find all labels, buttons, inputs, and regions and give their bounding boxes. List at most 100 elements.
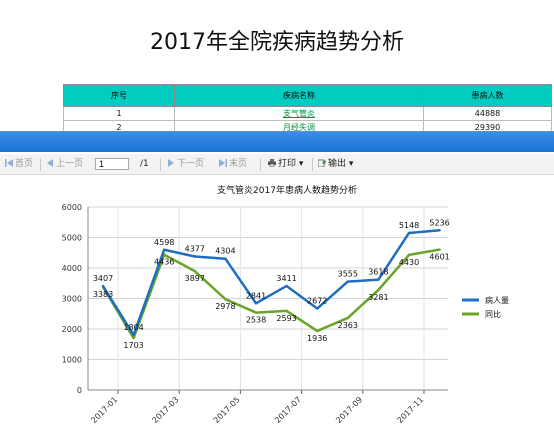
first-page-label: 首页 <box>15 159 34 169</box>
data-label: 3411 <box>276 274 296 283</box>
data-label: 2841 <box>246 291 266 300</box>
data-label: 5148 <box>399 221 419 230</box>
data-point <box>377 278 380 281</box>
data-point <box>285 284 288 288</box>
data-point <box>316 329 319 333</box>
data-point <box>316 307 319 310</box>
popup-titlebar[interactable] <box>0 132 554 152</box>
prev-page-button[interactable]: 上一页 <box>46 158 83 170</box>
total-pages-text: /1 <box>140 159 149 169</box>
printer-icon <box>268 159 276 167</box>
column-header-count: 患病人数 <box>423 84 552 107</box>
data-label: 1804 <box>123 323 143 332</box>
data-point <box>254 311 258 314</box>
y-tick-label: 5000 <box>62 234 82 243</box>
disease-link[interactable]: 支气管炎 <box>174 106 424 121</box>
last-page-button[interactable]: 末页 <box>219 158 247 170</box>
y-tick-label: 1000 <box>62 356 82 365</box>
data-label: 5236 <box>429 218 449 227</box>
data-label: 3281 <box>368 293 388 302</box>
data-point <box>132 333 135 337</box>
data-label: 4304 <box>215 247 235 256</box>
data-label: 4377 <box>185 245 205 254</box>
table-row: 1 支气管炎 44888 <box>63 106 552 121</box>
prev-page-label: 上一页 <box>56 159 84 169</box>
print-label: 打印 <box>278 159 297 169</box>
data-label: 3555 <box>338 270 358 279</box>
next-page-label: 下一页 <box>177 159 205 169</box>
column-header-index: 序号 <box>63 84 175 107</box>
data-label: 4601 <box>429 253 449 262</box>
data-label: 2672 <box>307 297 327 306</box>
y-tick-label: 3000 <box>62 295 82 304</box>
data-point <box>285 309 288 313</box>
column-header-disease: 疾病名称 <box>174 84 424 107</box>
x-tick-label: 2017-05 <box>212 395 242 425</box>
x-tick-label: 2017-09 <box>334 395 364 425</box>
report-title: 2017年全院疾病趋势分析 <box>150 30 404 55</box>
skip-last-icon <box>219 159 227 167</box>
y-tick-label: 4000 <box>62 264 82 273</box>
data-point <box>224 257 227 260</box>
x-tick-label: 2017-11 <box>395 395 425 425</box>
data-label: 4598 <box>154 238 174 247</box>
toolbar-separator <box>40 158 41 171</box>
data-point <box>377 288 380 292</box>
x-tick-label: 2017-01 <box>89 395 119 425</box>
data-label: 2978 <box>215 302 235 311</box>
skip-first-icon <box>5 159 13 167</box>
data-label: 3383 <box>93 290 113 299</box>
data-label: 1703 <box>123 341 143 350</box>
toolbar-separator <box>260 158 261 171</box>
chart-data-labels: 3383 1703 4436 3897 2978 2538 2593 1936 2363 3281… <box>93 218 450 350</box>
data-label: 2593 <box>276 314 296 323</box>
data-point <box>193 255 196 258</box>
y-tick-label: 6000 <box>62 203 82 212</box>
report-toolbar: 首页 上一页 /1 下一页 末页 打印 ▾ 输出 ▾ <box>0 154 554 175</box>
table-header-row: 序号 疾病名称 患病人数 <box>63 84 552 107</box>
data-point <box>132 336 135 340</box>
page-number-input[interactable] <box>95 158 129 170</box>
data-point <box>101 284 105 288</box>
data-point <box>438 248 441 251</box>
export-icon <box>318 159 326 167</box>
data-point <box>224 297 227 301</box>
y-tick-label: 0 <box>77 386 82 395</box>
data-label: 2363 <box>338 321 358 330</box>
data-label: 1936 <box>307 334 327 343</box>
legend-label: 病人量 <box>485 295 509 305</box>
series-line-2 <box>101 248 440 340</box>
next-page-button[interactable]: 下一页 <box>167 158 204 170</box>
x-tick-label: 2017-03 <box>151 395 181 425</box>
data-label: 3618 <box>368 268 388 277</box>
data-label: 3897 <box>185 274 205 283</box>
legend-label: 同比 <box>485 309 501 319</box>
toolbar-separator <box>312 158 313 171</box>
last-page-label: 末页 <box>229 159 248 169</box>
disease-trend-chart: 支气管炎2017年患病人数趋势分析 0 1000 2000 3000 4000 5000 6… <box>62 184 509 425</box>
series-line-1 <box>101 229 440 337</box>
chart-series <box>101 229 441 340</box>
data-label: 3407 <box>93 274 113 283</box>
arrow-left-icon <box>47 159 53 167</box>
data-point <box>193 269 196 273</box>
arrow-right-icon <box>168 159 174 167</box>
print-button[interactable]: 打印 ▾ <box>268 158 303 170</box>
export-button[interactable]: 输出 ▾ <box>318 158 353 170</box>
data-label: 4430 <box>399 258 419 267</box>
data-label: 2538 <box>246 316 266 325</box>
data-point <box>254 302 258 305</box>
data-point <box>346 280 349 283</box>
data-label: 4436 <box>154 258 174 267</box>
toolbar-separator <box>160 158 161 171</box>
data-point <box>163 248 166 251</box>
x-tick-label: 2017-07 <box>273 395 303 425</box>
data-point <box>407 231 411 235</box>
disease-table: 序号 疾病名称 患病人数 1 支气管炎 44888 2 月经失调 29390 <box>63 84 552 135</box>
y-tick-label: 2000 <box>62 325 82 334</box>
export-label: 输出 <box>328 159 347 169</box>
row-count: 44888 <box>423 106 552 121</box>
first-page-button[interactable]: 首页 <box>5 158 33 170</box>
chart-grid <box>88 206 448 391</box>
